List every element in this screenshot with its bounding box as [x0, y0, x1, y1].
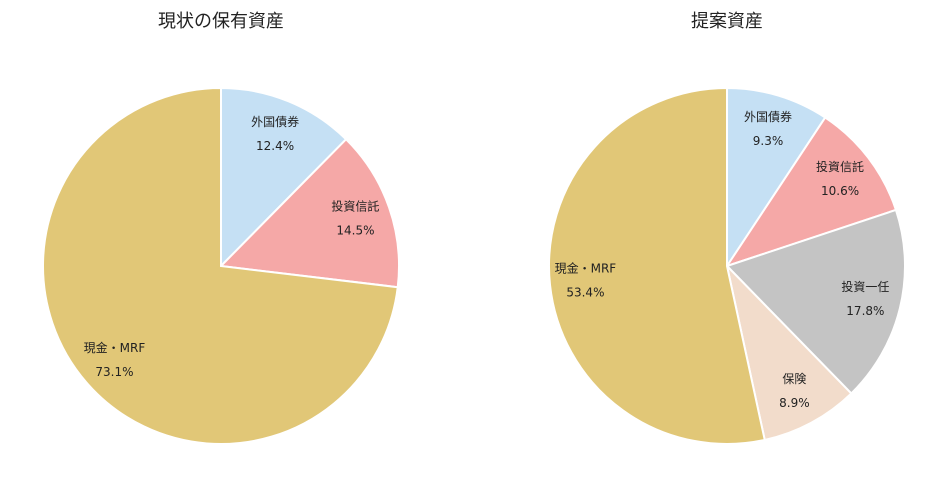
slice-category-label: 投資信託	[816, 159, 864, 174]
pie-slice	[218, 137, 400, 289]
slice-value-label: 12.4%	[256, 139, 294, 153]
slice-value-label: 8.9%	[779, 396, 810, 410]
pie-slice	[220, 86, 348, 269]
slice-value-label: 14.5%	[336, 224, 374, 238]
slice-value-label: 17.8%	[846, 304, 884, 318]
pie-slice	[725, 208, 906, 395]
slice-value-label: 73.1%	[95, 365, 133, 379]
slice-category-label: 現金・MRF	[84, 340, 146, 355]
slice-category-label: 投資信託	[331, 199, 379, 214]
slice-category-label: 外国債券	[744, 109, 792, 124]
pie-slice	[726, 86, 827, 270]
pie-slice	[548, 86, 766, 445]
slice-value-label: 10.6%	[821, 184, 859, 198]
pie-slice	[725, 262, 853, 442]
slice-value-label: 9.3%	[753, 134, 784, 148]
pie-slice	[42, 86, 399, 445]
slice-category-label: 外国債券	[251, 114, 299, 129]
slice-category-label: 投資一任	[841, 279, 889, 294]
slice-value-label: 53.4%	[566, 286, 604, 300]
chart-title: 現状の保有資産	[158, 11, 284, 32]
slice-category-label: 現金・MRF	[555, 261, 617, 276]
slice-category-label: 保険	[782, 372, 806, 386]
pie-slice	[724, 116, 898, 268]
chart-title: 提案資産	[691, 11, 763, 32]
